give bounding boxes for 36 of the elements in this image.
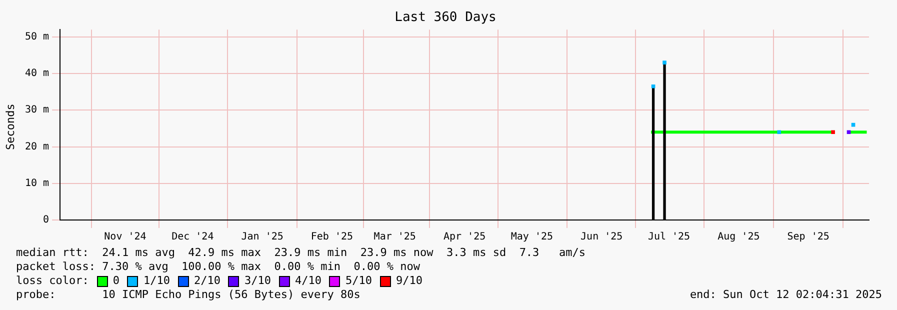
chart-title: Last 360 Days: [394, 10, 496, 26]
y-tick-label: 40 m: [24, 68, 50, 80]
point: [846, 130, 851, 134]
point: [777, 130, 782, 134]
legend-label: 3/10: [244, 274, 271, 288]
y-tick-label: 20 m: [24, 141, 50, 152]
y-axis-title: Seconds: [4, 104, 17, 150]
legend-label: 0: [112, 274, 120, 288]
x-tick-label: Jan '25: [241, 232, 284, 243]
legend-label: 4/10: [294, 274, 322, 288]
x-tick-label: Jun '25: [580, 232, 623, 243]
legend-title: loss color:: [16, 274, 89, 287]
x-tick-label: Dec '24: [172, 232, 214, 243]
x-tick-label: Apr '25: [443, 232, 486, 243]
x-tick-label: Mar '25: [374, 232, 416, 243]
y-tick-label: 10 m: [24, 178, 50, 189]
x-tick-label: Feb '25: [310, 232, 354, 243]
y-tick-label: 0: [43, 214, 50, 226]
text: probe: 10 ICMP Echo Pings (56 Bytes) every 80s: [16, 288, 360, 301]
x-tick-label: Nov '24: [104, 232, 146, 243]
point: [662, 60, 666, 64]
y-tick-label: 50 m: [24, 32, 50, 43]
text: packet loss: 7.30 % avg 100.00 % max 0.00 % min 0.00 % now: [16, 260, 421, 274]
point: [831, 130, 835, 134]
text: median rtt: 24.1 ms avg 42.9 ms max 23.9 ms min 23.9 ms now 3.3 ms sd 7.3 am/s: [16, 246, 587, 260]
point: [651, 84, 656, 88]
legend-label: 5/10: [345, 274, 372, 288]
x-tick-label: May '25: [510, 232, 554, 243]
legend-label: 1/10: [143, 274, 170, 288]
x-tick-label: Jul '25: [648, 232, 690, 243]
legend-label: 2/10: [194, 274, 220, 288]
text: end: Sun Oct 12 02:04:31 2025: [690, 288, 882, 302]
legend-label: 9/10: [396, 274, 422, 288]
x-tick-label: Sep '25: [787, 232, 830, 243]
y-tick-label: 30 m: [24, 104, 50, 116]
x-tick-label: Aug '25: [718, 232, 760, 243]
